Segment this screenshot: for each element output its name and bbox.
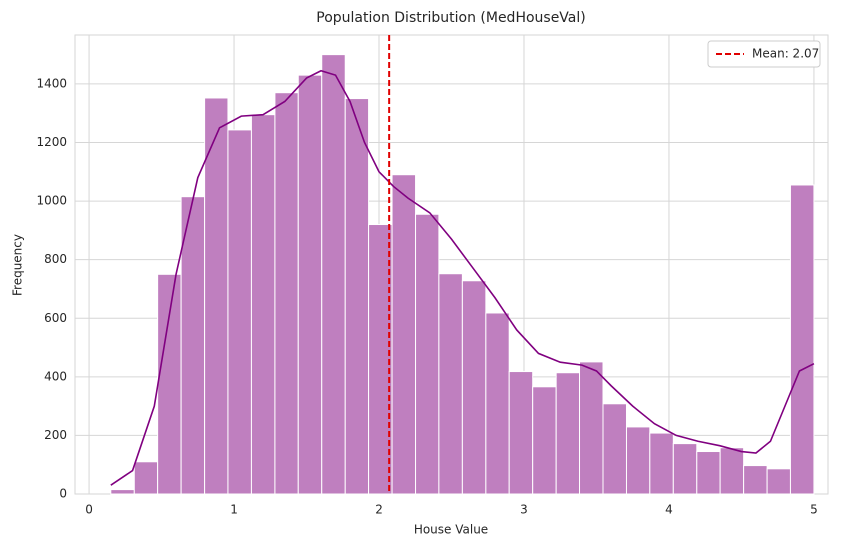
legend-box <box>707 40 821 68</box>
legend-label: Mean: 2.07 <box>752 47 819 61</box>
x-tick-label: 2 <box>375 503 383 517</box>
bar <box>415 213 440 495</box>
y-tick-label: 1200 <box>36 135 67 149</box>
y-tick-label: 1000 <box>36 194 67 208</box>
bar <box>485 312 510 495</box>
bar <box>743 465 768 495</box>
bar <box>625 426 651 495</box>
bar <box>250 114 276 495</box>
x-tick-label: 4 <box>665 503 673 517</box>
bar <box>110 489 135 495</box>
bar <box>579 361 604 495</box>
bar <box>157 273 182 495</box>
x-tick-label: 1 <box>230 503 238 517</box>
y-tick-label: 600 <box>44 311 67 325</box>
bar <box>555 372 581 495</box>
bar <box>461 280 487 495</box>
y-axis-label: Frequency <box>11 234 25 296</box>
bar <box>719 447 745 495</box>
y-tick-label: 200 <box>44 428 67 442</box>
bar <box>532 386 557 495</box>
bar <box>297 74 323 495</box>
bar <box>180 196 206 495</box>
bar <box>789 184 815 495</box>
bar <box>649 432 674 495</box>
bar <box>204 97 229 495</box>
chart-title: Population Distribution (MedHouseVal) <box>316 10 585 26</box>
x-tick-label: 0 <box>85 503 93 517</box>
bar <box>391 174 417 495</box>
y-tick-label: 400 <box>44 369 67 383</box>
x-tick-label: 3 <box>520 503 528 517</box>
bar <box>438 273 463 495</box>
bar <box>274 92 299 495</box>
bar <box>133 461 159 495</box>
bar <box>227 129 252 495</box>
bar <box>696 451 721 495</box>
bar <box>766 468 791 495</box>
kde-line <box>110 69 815 486</box>
x-axis-label: House Value <box>414 523 488 537</box>
y-tick-label: 800 <box>44 252 67 266</box>
bar <box>344 98 370 495</box>
bar <box>602 403 627 495</box>
bar <box>508 371 534 495</box>
y-tick-label: 0 <box>59 487 67 501</box>
y-tick-label: 1400 <box>36 76 67 90</box>
x-tick-label: 5 <box>810 503 818 517</box>
bar <box>321 54 346 495</box>
bar <box>672 443 698 495</box>
